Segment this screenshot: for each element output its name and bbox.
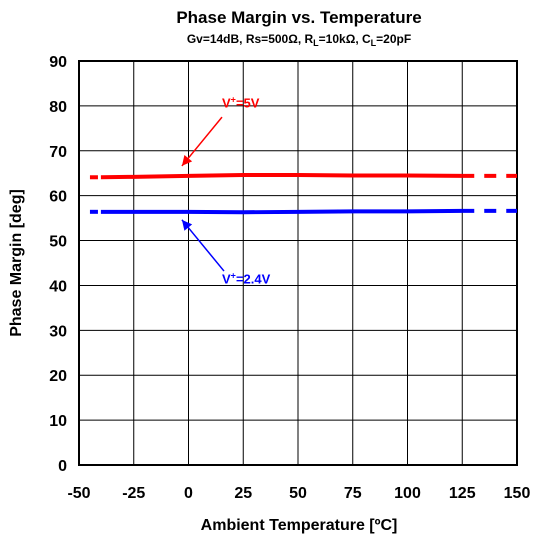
chart-subtitle: Gv=14dB, Rs=500Ω, RL=10kΩ, CL=20pF	[187, 32, 411, 48]
series-1-arrowhead	[181, 219, 193, 231]
x-tick-label: -25	[122, 485, 145, 502]
y-tick-label: 80	[49, 99, 67, 116]
x-tick-label: 75	[344, 485, 362, 502]
series-lines	[89, 173, 517, 215]
series-1-line	[100, 208, 463, 215]
x-tick-label: 125	[449, 485, 476, 502]
y-tick-label: 0	[58, 458, 67, 475]
series-1-label: V+=2.4V	[222, 271, 271, 287]
x-tick-labels: -50 -25 0 25 50 75 100 125 150	[67, 485, 530, 502]
y-tick-label: 70	[49, 144, 67, 161]
x-tick-label: 25	[234, 485, 252, 502]
y-tick-label: 50	[49, 234, 67, 251]
y-tick-label: 60	[49, 189, 67, 206]
y-tick-label: 10	[49, 413, 67, 430]
x-tick-label: 100	[394, 485, 421, 502]
x-axis-label: Ambient Temperature [ºC]	[201, 517, 398, 534]
series-0-label: V+=5V	[222, 95, 260, 111]
y-tick-label: 20	[49, 368, 67, 385]
series-0-arrowhead	[181, 155, 193, 166]
y-tick-label: 40	[49, 278, 67, 295]
grid-lines	[78, 60, 518, 466]
y-tick-labels: 0 10 20 30 40 50 60 70 80 90	[49, 54, 67, 475]
series-0-arrow	[181, 116, 223, 167]
y-tick-label: 90	[49, 54, 67, 71]
x-tick-label: -50	[67, 485, 90, 502]
series-1-arrow	[181, 219, 225, 272]
y-tick-label: 30	[49, 323, 67, 340]
x-tick-label: 0	[184, 485, 193, 502]
plot-area	[78, 60, 518, 466]
chart-title: Phase Margin vs. Temperature	[176, 8, 421, 27]
y-axis-label: Phase Margin [deg]	[8, 189, 25, 337]
x-tick-label: 150	[504, 485, 531, 502]
series-0-line	[100, 173, 463, 180]
x-tick-label: 50	[289, 485, 307, 502]
series-annotations: V+=5V V+=2.4V	[181, 95, 271, 287]
